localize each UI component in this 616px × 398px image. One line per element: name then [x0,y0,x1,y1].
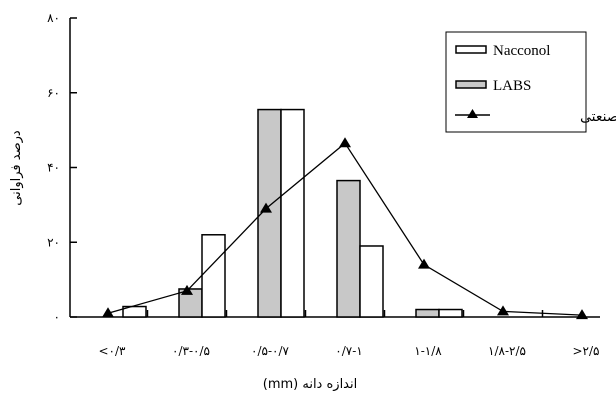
x-tick-label: >۲/۵ [573,344,600,358]
legend-label-labs: LABS [493,78,531,94]
point-industrial [339,137,351,148]
y-axis-title: درصد فراوانی [9,130,24,206]
x-tick-label: ۰/۵-۰/۷ [251,344,289,358]
bar-nacconol [359,245,384,318]
bar-nacconol [438,308,463,318]
legend-swatch-labs [455,80,487,89]
bar-nacconol [201,234,226,318]
legend-label-industrial: واحدصنعتی [580,109,616,125]
y-tick-label: ۰ [54,310,60,324]
y-axis: ۰ ۲۰ ۴۰ ۶۰ ۸۰ [47,11,77,324]
legend-label-nacconol: Nacconol [493,43,550,59]
x-tick-label: <۰/۳ [99,344,127,358]
x-axis-title: اندازه دانه (mm) [263,377,358,392]
y-tick-label: ۴۰ [47,161,60,175]
y-tick-label: ۸۰ [47,11,60,25]
point-industrial [260,202,272,213]
point-industrial [102,307,114,318]
x-tick-label: ۰/۷-۱ [335,344,362,358]
bar-nacconol [280,108,305,318]
point-industrial [181,284,193,295]
line-series [102,137,588,320]
y-tick-label: ۶۰ [47,86,60,100]
point-industrial [418,258,430,269]
legend-swatch-triangle-icon [467,109,478,118]
y-tick-label: ۲۰ [47,235,60,249]
legend-swatch-nacconol [455,45,487,54]
legend: Nacconol LABS واحدصنعتی [445,31,616,133]
bar-labs [336,179,361,318]
bar-labs [415,308,440,318]
point-industrial [576,309,588,320]
bars [122,108,463,318]
x-ticks: <۰/۳ ۰/۳-۰/۵ ۰/۵-۰/۷ ۰/۷-۱ ۱-۱/۸ ۱/۸-۲/۵ >۲/۵ [99,310,600,358]
point-industrial [497,305,509,316]
x-tick-label: ۱-۱/۸ [414,344,442,358]
x-tick-label: ۰/۳-۰/۵ [172,344,210,358]
x-axis: <۰/۳ ۰/۳-۰/۵ ۰/۵-۰/۷ ۰/۷-۱ ۱-۱/۸ ۱/۸-۲/۵ >۲/۵ [70,310,600,358]
x-tick-label: ۱/۸-۲/۵ [488,344,526,358]
bar-nacconol [122,305,147,318]
y-ticks: ۰ ۲۰ ۴۰ ۶۰ ۸۰ [47,11,77,324]
